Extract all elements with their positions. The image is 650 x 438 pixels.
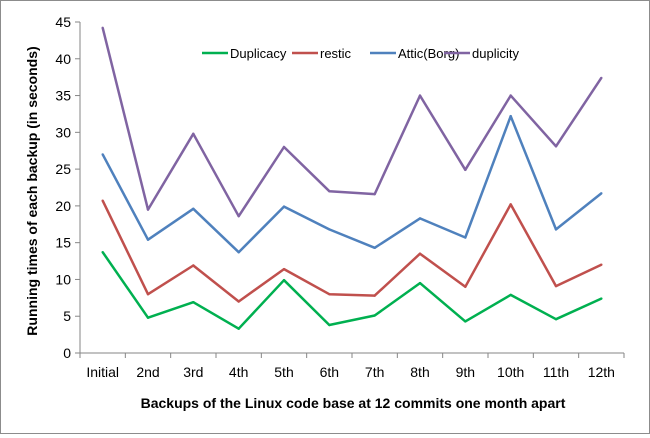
data-point [192,264,195,267]
data-point [373,314,376,317]
data-point [101,26,104,30]
data-point [237,327,240,330]
data-point [146,292,150,296]
legend-label: Attic(Borg) [398,46,459,61]
legend-label: Duplicacy [230,46,287,61]
series-line-attic-borg- [101,114,603,254]
series-line-duplicacy [101,251,602,330]
data-point [282,205,286,208]
y-tick-label: 45 [55,14,71,30]
data-point [600,263,603,266]
data-point [237,300,240,303]
y-tick-label: 10 [55,271,71,287]
y-tick-label: 25 [55,161,71,177]
y-tick-label: 30 [55,124,71,140]
y-tick-label: 40 [55,51,71,67]
data-point [146,208,150,211]
data-point [373,246,376,250]
series-line-restic [101,200,602,303]
x-axis-label: Backups of the Linux code base at 12 com… [141,395,566,411]
x-tick-label: 11th [543,364,569,380]
data-point [554,284,558,288]
data-point [282,267,286,271]
x-tick-label: 8th [410,364,429,380]
data-point [464,168,467,172]
data-point [509,293,512,297]
data-point [237,214,240,218]
data-point [464,320,467,323]
data-point [282,278,286,282]
data-point [600,297,603,300]
data-point [373,192,376,196]
data-point [192,132,195,136]
x-tick-label: 3rd [183,364,203,380]
data-point [418,217,422,220]
data-point [328,228,331,231]
legend: Duplicacy restic Attic(Borg) duplicity [202,46,519,61]
x-tick-label: 5th [274,364,293,380]
data-point [373,294,376,297]
data-point [600,192,603,195]
data-point [418,94,422,97]
data-point [554,317,558,321]
y-tick-label: 20 [55,198,71,214]
series-line-duplicity [101,27,603,218]
data-point [146,238,150,241]
y-tick-label: 5 [63,308,71,324]
legend-label: duplicity [472,46,519,61]
data-point [554,228,558,231]
data-point [464,285,467,288]
data-point [509,114,512,118]
x-tick-label: 4th [229,364,248,380]
data-point [418,252,422,255]
y-axis-label: Running times of each backup (in seconds… [24,46,40,335]
data-point [192,301,195,304]
x-tick-label: 10th [497,364,524,380]
x-tick-label: 7th [365,364,384,380]
data-point [554,145,558,148]
y-tick-label: 15 [55,235,71,251]
x-tick-label: 12th [588,364,615,380]
data-point [101,251,104,254]
series-lines [101,26,603,330]
data-point [464,236,467,239]
data-point [418,281,422,285]
y-tick-label: 0 [63,345,71,361]
y-tick-label: 35 [55,88,71,104]
legend-label: restic [320,46,352,61]
data-point [509,94,512,97]
x-tick-label: 2nd [136,364,159,380]
data-point [328,292,331,296]
x-tick-label: 6th [320,364,339,380]
data-point [146,316,150,319]
data-point [237,251,240,254]
x-tick-label: Initial [86,364,119,380]
data-point [101,153,104,156]
data-point [509,203,512,206]
axes: 0 5 10 15 20 25 30 35 40 45 Initial 2nd 3rd 4th 5th 6th… [55,14,625,380]
data-point [328,323,331,327]
data-point [328,189,331,193]
data-point [101,199,104,202]
data-point [600,76,603,80]
x-tick-label: 9th [456,364,475,380]
data-point [192,207,195,211]
data-point [282,145,286,149]
